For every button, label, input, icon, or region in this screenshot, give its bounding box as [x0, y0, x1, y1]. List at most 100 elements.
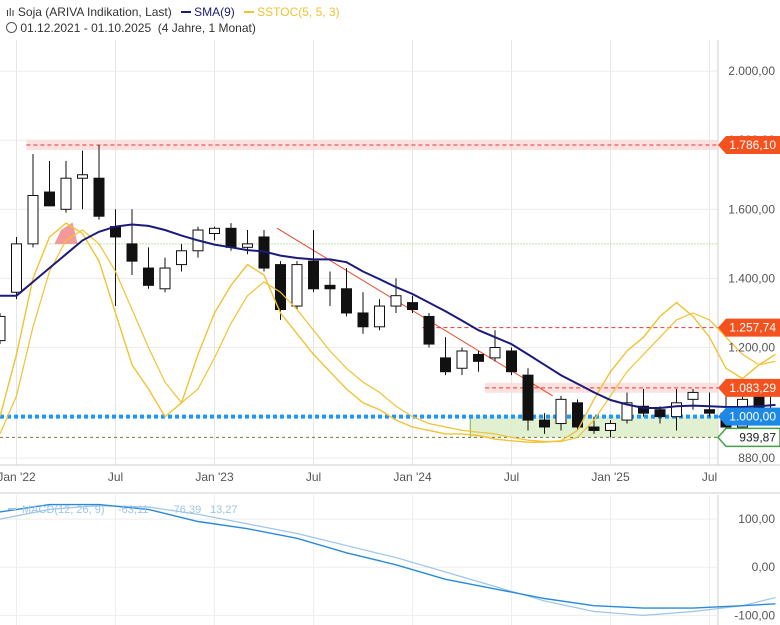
candle-up: [209, 227, 220, 234]
x-axis: Jan '22 Jul Jan '23 Jul Jan '24 Jul Jan '25 Jul: [0, 470, 717, 484]
candle-up: [390, 295, 402, 307]
price-tag-label: 1.786,10: [729, 138, 776, 152]
candle-up: [77, 174, 88, 179]
candle-up: [456, 350, 468, 369]
macd-legend-label: 13,27: [210, 504, 238, 516]
x-tick-label: Jul: [504, 470, 519, 484]
chart-type-icon[interactable]: ılı: [6, 7, 15, 19]
candle-down: [126, 243, 138, 262]
candle-down: [93, 177, 105, 217]
candle-up: [687, 391, 699, 400]
candle-down: [522, 374, 534, 421]
duration: (4 Jahre, 1 Monat): [157, 21, 256, 35]
candle-up: [27, 194, 39, 245]
candle-up: [489, 347, 501, 359]
indicators: [0, 222, 776, 443]
candle-down: [357, 312, 369, 328]
x-tick-label: Jan '24: [393, 470, 432, 484]
x-tick-label: Jul: [702, 470, 717, 484]
candle-up: [159, 267, 171, 290]
price-tag-label: 1.083,29: [729, 381, 776, 395]
x-tick-label: Jul: [306, 470, 321, 484]
candle-down: [308, 260, 319, 290]
candle-up: [621, 402, 633, 421]
price-tag-label: 939,87: [739, 430, 776, 444]
candle-down: [341, 288, 352, 314]
candles: [0, 145, 780, 438]
y-axis: 2.000,001.800,001.600,001.400,001.200,00…: [716, 64, 780, 465]
candle-up: [11, 243, 22, 293]
y-tick-label: 880,00: [738, 451, 775, 465]
sstoc-legend-label[interactable]: SSTOC(5, 5, 3): [257, 5, 340, 19]
y-tick-label: 2.000,00: [728, 64, 775, 78]
price-tag-shape: [718, 407, 780, 426]
x-tick-label: Jan '22: [0, 470, 36, 484]
candle-up: [671, 402, 682, 418]
candle-down: [44, 191, 55, 207]
x-tick-label: Jan '25: [591, 470, 630, 484]
chart-header: ılı Soja (ARIVA Indikation, Last) SMA(9)…: [0, 0, 780, 40]
price-tag-label: 1.000,00: [729, 410, 776, 424]
candle-down: [638, 405, 649, 414]
candle-up: [0, 315, 6, 342]
instrument-title: Soja (ARIVA Indikation, Last): [17, 5, 172, 19]
candle-down: [572, 402, 583, 428]
macd-signal-line: [0, 504, 776, 617]
date-range: 01.12.2021 - 01.10.2025: [20, 21, 152, 35]
price-tag: 1.786,10: [718, 136, 780, 155]
macd-y-tick-label: -100,00: [734, 608, 775, 622]
macd-y-tick-label: 100,00: [738, 512, 775, 526]
candle-down: [423, 315, 435, 345]
price-tag-shape: [718, 318, 780, 337]
candle-down: [143, 267, 154, 286]
price-tag-label: 1.257,74: [729, 321, 776, 335]
candle-down: [704, 409, 715, 414]
candle-down: [473, 353, 484, 362]
sma-legend-swatch: [181, 10, 192, 13]
macd-legend-label: -76,39: [170, 504, 201, 516]
candle-down: [588, 426, 600, 431]
price-tag: 1.000,00: [718, 407, 780, 426]
price-tag-shape: [716, 427, 780, 448]
x-tick-label: Jul: [108, 470, 123, 484]
candle-down: [440, 357, 451, 373]
stoch-peak-fill: [54, 222, 78, 244]
sstoc-legend-swatch: [244, 10, 255, 13]
candle-down: [275, 264, 286, 311]
candle-up: [374, 305, 385, 328]
candle-down: [407, 302, 418, 311]
sma-line: [0, 223, 776, 409]
date-row: 01.12.2021 - 01.10.2025 (4 Jahre, 1 Mona…: [6, 21, 256, 35]
clock-icon: [6, 22, 17, 33]
price-tag-shape: [718, 378, 780, 397]
candle-up: [176, 250, 187, 266]
sstoc-signal-line: [0, 229, 776, 443]
macd-line: [0, 503, 776, 609]
candle-up: [291, 264, 303, 307]
candle-up: [555, 398, 567, 425]
candle-down: [225, 227, 237, 248]
legend-row: ılı Soja (ARIVA Indikation, Last) SMA(9)…: [6, 5, 340, 19]
candle-up: [242, 243, 253, 248]
y-tick-label: 1.200,00: [728, 341, 775, 355]
x-tick-label: Jan '23: [195, 470, 234, 484]
candle-down: [506, 350, 517, 373]
macd-panel: 100,00 0,00 -100,00 MACD(12, 26, 9) -63,11 -7…: [0, 492, 780, 625]
y-tick-label: 1.600,00: [728, 202, 775, 216]
price-tag: 1.083,29: [718, 378, 780, 397]
price-tag: 939,87: [716, 427, 780, 448]
candle-down: [324, 284, 336, 290]
sstoc-line: [0, 222, 776, 443]
price-tag-shape: [718, 136, 780, 155]
sma-legend-label[interactable]: SMA(9): [194, 5, 235, 19]
candle-up: [605, 423, 616, 431]
y-tick-label: 1.400,00: [728, 271, 775, 285]
price-tag: 1.257,74: [718, 318, 780, 337]
macd-y-tick-label: 0,00: [752, 560, 776, 574]
macd-legend-label: MACD(12, 26, 9): [22, 504, 105, 516]
candle-down: [654, 409, 666, 418]
candle-down: [539, 419, 550, 428]
macd-legend-label: -63,11: [118, 504, 148, 516]
candle-up: [60, 177, 72, 210]
